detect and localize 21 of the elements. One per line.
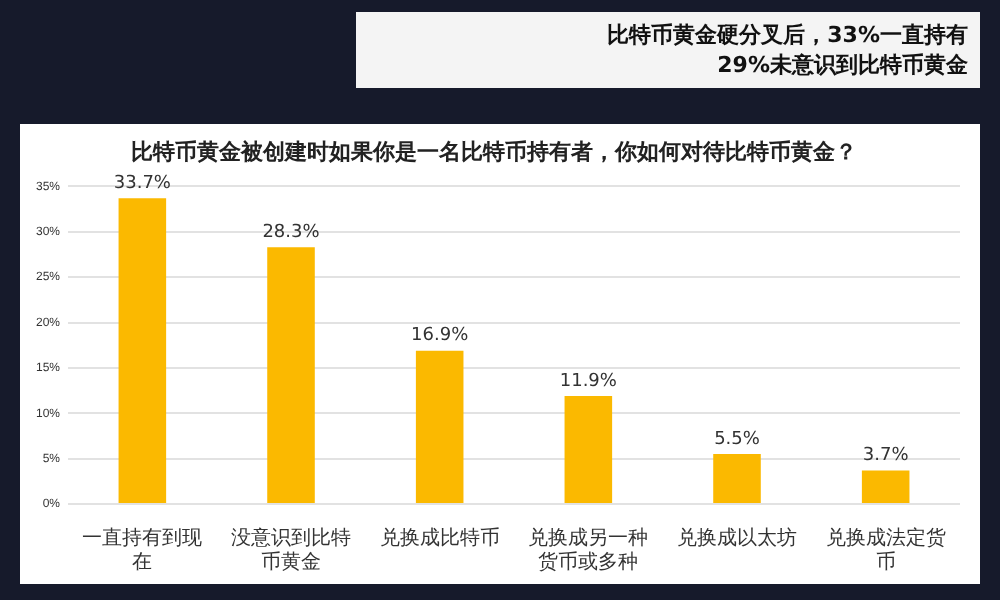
x-tick-label: 兑换成法定货币 <box>825 525 946 574</box>
data-label: 11.9% <box>559 371 618 392</box>
x-tick-label: 兑换成另一种货币或多种 <box>528 525 649 574</box>
x-tick-label: 没意识到比特币黄金 <box>231 525 352 574</box>
text: 比特币黄金硬分叉后，33%一直持有 <box>605 20 968 50</box>
data-label: 3.7% <box>862 446 910 467</box>
data-label: 16.9% <box>411 326 470 347</box>
x-tick-label: 一直持有到现在 <box>82 525 203 574</box>
data-label: 33.7% <box>113 173 172 194</box>
bar <box>861 470 910 503</box>
bar <box>564 396 613 503</box>
bar <box>415 350 464 503</box>
bar <box>118 198 167 503</box>
bar <box>267 247 315 503</box>
x-tick-label: 兑换成比特币 <box>379 525 500 550</box>
bar <box>713 454 761 503</box>
chart-title: 比特币黄金被创建时如果你是一名比特币持有者，你如何对待比特币黄金？ <box>131 138 857 165</box>
text: 29%未意识到比特币黄金 <box>715 50 968 80</box>
x-tick-label: 兑换成以太坊 <box>677 525 797 550</box>
data-label: 5.5% <box>714 429 761 450</box>
data-label: 28.3% <box>262 222 321 243</box>
